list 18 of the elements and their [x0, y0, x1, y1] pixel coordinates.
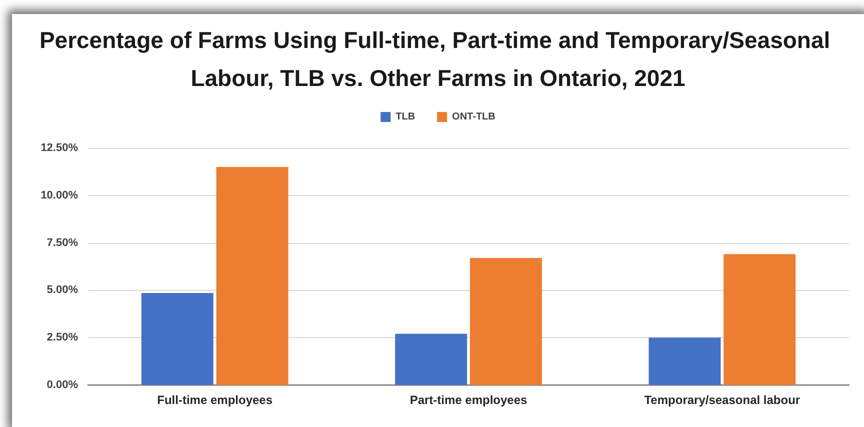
legend-label: TLB — [396, 112, 416, 122]
x-tick-label: Part-time employees — [410, 393, 528, 407]
y-tick-label: 2.50% — [46, 332, 78, 344]
bar — [470, 258, 542, 385]
bar — [141, 293, 214, 385]
x-tick-label: Temporary/seasonal labour — [644, 393, 800, 407]
bar — [216, 166, 288, 385]
y-tick-label: 0.00% — [46, 379, 78, 391]
y-tick-label: 10.00% — [40, 189, 78, 202]
y-tick-label: 7.50% — [46, 236, 78, 249]
bar — [395, 334, 468, 385]
x-tick-label: Full-time employees — [157, 393, 273, 407]
legend-label: ONT-TLB — [452, 112, 496, 122]
chart-title: Percentage of Farms Using Full-time, Part-time and Temporary/Seasonal Labour, TLB vs. Other Farms in Ontario, 2021 — [39, 27, 837, 91]
bar — [648, 338, 721, 385]
bar — [724, 254, 796, 385]
y-tick-label: 5.00% — [46, 284, 78, 296]
y-tick-label: 12.50% — [40, 142, 78, 154]
